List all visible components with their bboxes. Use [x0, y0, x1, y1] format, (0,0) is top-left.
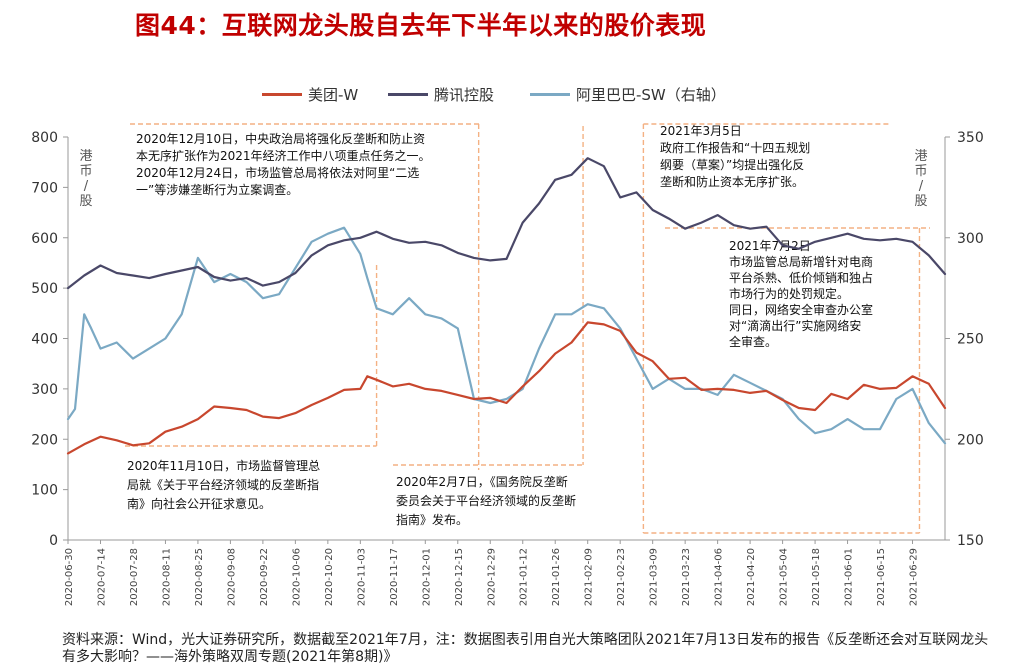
left-tick-label: 400 [31, 332, 58, 348]
left-tick-label: 600 [31, 231, 58, 247]
x-tick-label: 2021-01-26 [551, 548, 562, 606]
right-tick-label: 300 [957, 231, 984, 247]
right-tick-label: 350 [957, 130, 984, 146]
legend-label-alibaba: 阿里巴巴-SW（右轴） [576, 86, 726, 104]
x-tick-label: 2021-03-23 [681, 548, 692, 606]
x-tick-label: 2021-02-23 [616, 548, 627, 606]
annotation-text-5: 同日，网络安全审查办公室 [729, 302, 873, 317]
legend-swatch-alibaba [530, 93, 570, 96]
x-tick-label: 2021-06-01 [844, 548, 855, 606]
x-tick-label: 2021-01-12 [519, 548, 530, 606]
left-axis-unit-char: 币 [79, 164, 92, 179]
x-tick-label: 2020-11-03 [356, 548, 367, 606]
annotation-text-5: 市场行为的处罚规定。 [729, 286, 849, 301]
annotation-text-5: 2021年7月2日 [729, 239, 811, 253]
x-tick-label: 2020-10-06 [291, 548, 302, 606]
annotation-text-5: 全审查。 [729, 334, 777, 349]
x-tick-label: 2020-09-08 [226, 548, 237, 606]
annotation-text-5: 对“滴滴出行”实施网络安 [729, 318, 861, 333]
left-tick-label: 0 [49, 533, 58, 549]
left-tick-label: 500 [31, 281, 58, 297]
left-axis-unit-char: 股 [79, 194, 92, 209]
right-axis-unit-char: 港 [914, 149, 927, 164]
annotation-text-3: 指南》发布。 [396, 512, 468, 527]
x-tick-label: 2021-02-09 [584, 548, 595, 606]
x-tick-label: 2020-12-01 [421, 548, 432, 606]
series-line-alibaba [66, 226, 947, 445]
right-tick-label: 200 [957, 432, 984, 448]
annotation-text-5: 市场监管总局新增针对电商 [729, 254, 873, 269]
x-tick-label: 2021-05-04 [779, 548, 790, 606]
left-axis-unit: 港币/股 [79, 149, 92, 209]
annotation-text-2: 一”等涉嫌垄断行为立案调查。 [136, 182, 298, 197]
annotation-text-3: 2020年2月7日，《国务院反垄断 [396, 474, 568, 489]
right-tick-label: 150 [957, 533, 984, 549]
left-tick-label: 700 [31, 180, 58, 196]
left-tick-label: 100 [31, 483, 58, 499]
left-tick-label: 300 [31, 382, 58, 398]
annotation-text-2: 2020年12月24日，市场监管总局将依法对阿里“二选 [136, 165, 419, 180]
right-axis-unit-char: 币 [914, 164, 927, 179]
x-tick-label: 2021-06-29 [909, 548, 920, 606]
x-tick-label: 2020-12-29 [486, 548, 497, 606]
annotation-text-5: 平台杀熟、低价倾销和独占 [729, 270, 873, 285]
x-tick-label: 2020-08-11 [161, 548, 172, 606]
right-axis-unit-char: 股 [914, 194, 927, 209]
annotation-text-1: 2020年11月10日，市场监督管理总 [127, 458, 320, 473]
annotation-text-4: 政府工作报告和“十四五规划 [660, 140, 810, 155]
series-line-tencent [66, 157, 947, 290]
left-axis-unit-char: / [84, 179, 89, 194]
chart-title: 图44：互联网龙头股自去年下半年以来的股价表现 [135, 11, 707, 40]
annotation-text-4: 纲要（草案）”均提出强化反 [660, 157, 804, 172]
right-axis-unit-char: / [919, 179, 924, 194]
legend-label-meituan: 美团-W [308, 86, 359, 104]
x-tick-label: 2020-12-15 [454, 548, 465, 606]
x-tick-label: 2020-09-22 [259, 548, 270, 606]
x-tick-label: 2021-06-15 [876, 548, 887, 606]
x-tick-label: 2021-04-20 [746, 548, 757, 606]
x-tick-label: 2020-10-20 [324, 548, 335, 606]
x-tick-label: 2020-08-25 [194, 548, 205, 606]
series-line-meituan [66, 321, 947, 455]
right-tick-label: 250 [957, 332, 984, 348]
x-tick-label: 2020-11-17 [389, 548, 400, 606]
annotation-text-1: 局就《关于平台经济领域的反垄断指 [127, 477, 319, 492]
annotation-text-2: 本无序扩张作为2021年经济工作中八项重点任务之一。 [136, 148, 431, 163]
source-note: 资料来源：Wind，光大证券研究所，数据截至2021年7月，注：数据图表引用自光… [62, 632, 989, 665]
annotation-text-4: 2021年3月5日 [660, 124, 742, 138]
x-tick-label: 2021-04-06 [714, 548, 725, 606]
legend-item-tencent: 腾讯控股 [388, 84, 494, 105]
x-tick-label: 2021-05-18 [811, 548, 822, 606]
annotation-text-2: 2020年12月10日，中央政治局将强化反垄断和防止资 [136, 131, 425, 146]
left-tick-label: 800 [31, 130, 58, 146]
annotation-text-1: 南》向社会公开征求意见。 [127, 496, 271, 511]
legend-item-meituan: 美团-W [262, 84, 358, 105]
right-axis-unit: 港币/股 [914, 149, 927, 209]
x-tick-label: 2020-07-28 [129, 548, 140, 606]
chart-legend: 美团-W 腾讯控股 阿里巴巴-SW（右轴） [0, 84, 1014, 108]
legend-label-tencent: 腾讯控股 [434, 86, 495, 104]
annotation-text-4: 垄断和防止资本无序扩张。 [660, 174, 804, 189]
legend-item-alibaba: 阿里巴巴-SW（右轴） [530, 84, 726, 105]
x-tick-label: 2021-03-09 [649, 548, 660, 606]
legend-swatch-meituan [262, 93, 302, 96]
legend-swatch-tencent [388, 93, 428, 96]
x-tick-label: 2020-06-30 [64, 548, 75, 606]
x-tick-label: 2020-07-14 [96, 548, 107, 606]
left-axis-unit-char: 港 [79, 149, 92, 164]
left-tick-label: 200 [31, 432, 58, 448]
annotation-text-3: 委员会关于平台经济领域的反垄断 [396, 493, 576, 508]
